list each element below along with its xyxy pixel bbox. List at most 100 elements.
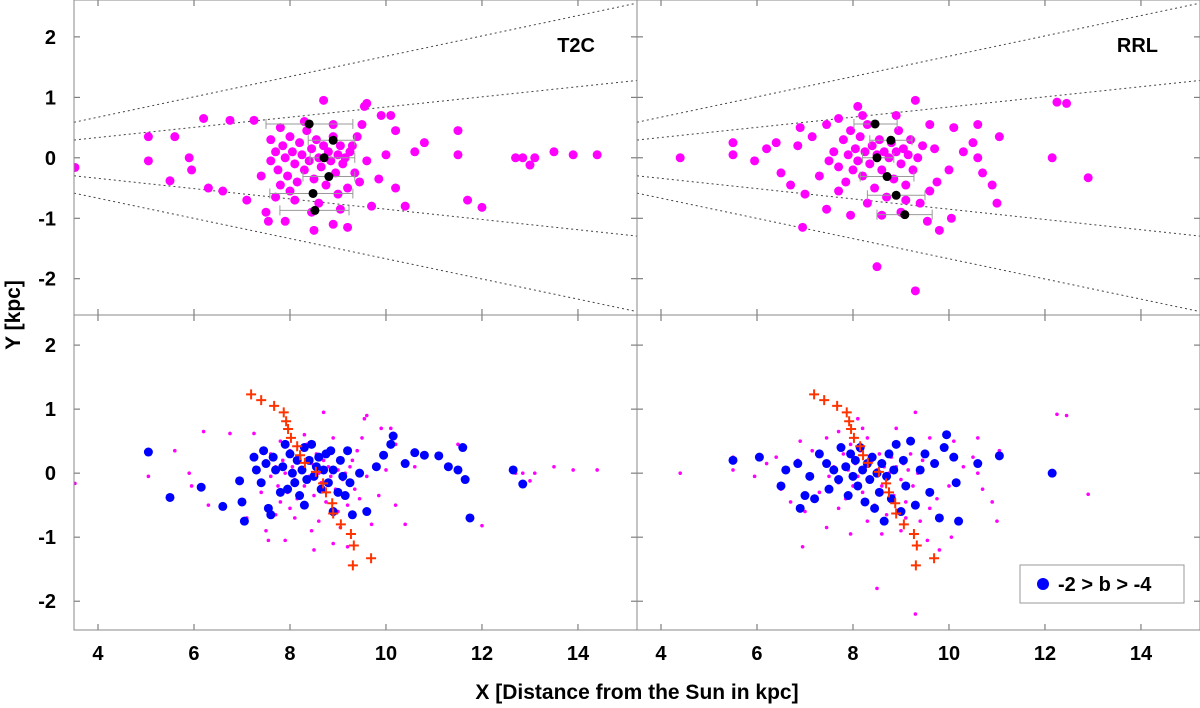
star-point <box>453 150 463 160</box>
low-latitude-point <box>388 431 398 441</box>
star-point <box>925 120 935 130</box>
star-point-small <box>278 439 283 443</box>
low-latitude-point <box>934 513 944 523</box>
star-point <box>376 110 386 120</box>
low-latitude-point <box>371 462 381 472</box>
star-point-small <box>1086 492 1090 497</box>
low-latitude-point <box>954 516 964 526</box>
low-latitude-point <box>410 448 420 458</box>
star-point <box>326 156 336 166</box>
star-point <box>862 198 872 208</box>
star-point-small <box>865 519 870 523</box>
star-point-small <box>855 416 860 421</box>
star-point <box>853 156 863 166</box>
low-latitude-point <box>858 465 868 475</box>
star-point <box>343 183 353 193</box>
bar-model-cross <box>855 441 866 452</box>
low-latitude-point <box>754 452 764 462</box>
low-latitude-point <box>285 449 295 459</box>
bar-model-cross <box>328 508 339 519</box>
star-point-small <box>836 429 841 434</box>
star-point <box>367 201 377 211</box>
star-point <box>913 153 923 163</box>
low-latitude-point <box>877 459 887 469</box>
star-point <box>309 225 319 235</box>
low-latitude-point <box>235 476 245 486</box>
low-latitude-point <box>879 516 889 526</box>
low-latitude-point <box>910 500 920 510</box>
star-point <box>335 141 345 151</box>
star-point <box>870 183 880 193</box>
star-point <box>266 156 276 166</box>
top-panel-rrl <box>637 0 1200 315</box>
star-point <box>925 186 935 196</box>
bar-model-cross <box>873 466 884 477</box>
x-tick-label: 10 <box>375 643 397 665</box>
bar-model-cross <box>327 498 338 509</box>
star-point-small <box>908 452 913 456</box>
star-point <box>143 132 153 142</box>
star-point <box>973 153 983 163</box>
star-point <box>910 286 920 296</box>
star-point <box>345 147 355 157</box>
x-tick-label: 12 <box>1034 643 1056 665</box>
star-point-small <box>817 490 822 495</box>
star-point-small <box>800 544 805 549</box>
star-point <box>834 162 844 172</box>
star-point-small <box>520 471 525 475</box>
star-point-small <box>678 471 682 475</box>
bar-model-cross <box>310 466 321 477</box>
binned-mean-point <box>319 153 329 163</box>
low-latitude-point <box>882 471 892 481</box>
low-latitude-point <box>343 446 353 456</box>
star-point <box>266 135 276 145</box>
panel-frame <box>73 0 638 316</box>
star-point <box>968 138 978 148</box>
star-point <box>915 198 925 208</box>
star-point <box>391 126 401 136</box>
low-latitude-point <box>951 478 961 488</box>
star-point <box>261 207 271 217</box>
star-point <box>834 114 844 124</box>
bar-model-cross <box>846 423 857 434</box>
star-point-small <box>187 471 191 475</box>
bar-model-cross <box>320 487 331 498</box>
star-point <box>410 147 420 157</box>
star-point-small <box>752 474 757 479</box>
binned-mean-point <box>891 190 901 200</box>
star-point <box>891 110 901 120</box>
bottom-panel-rrl <box>637 315 1200 630</box>
low-latitude-point <box>465 513 475 523</box>
star-point-small <box>995 519 999 523</box>
low-latitude-point <box>311 462 321 472</box>
binned-mean-point <box>882 172 892 182</box>
star-point <box>453 126 463 136</box>
bar-model-cross <box>881 478 892 489</box>
star-point-small <box>350 458 355 463</box>
x-tick-label: 10 <box>938 643 960 665</box>
star-point <box>858 171 868 181</box>
star-point <box>359 101 369 111</box>
star-point <box>846 126 856 136</box>
star-point-small <box>920 458 925 463</box>
low-latitude-point <box>319 465 329 475</box>
star-point <box>824 156 834 166</box>
low-latitude-point <box>326 446 336 456</box>
star-point-small <box>980 487 985 491</box>
star-point-small <box>290 464 295 469</box>
top-panel-t2c <box>74 0 637 315</box>
low-latitude-point <box>453 465 463 475</box>
star-point <box>978 168 988 178</box>
bar-model-cross <box>345 528 356 539</box>
y-tick-label: -2 <box>38 591 56 613</box>
star-point <box>273 165 283 175</box>
low-latitude-point <box>335 455 345 465</box>
low-latitude-point <box>400 459 410 469</box>
bar-model-cross <box>848 432 859 443</box>
star-point <box>290 195 300 205</box>
star-point <box>355 177 365 187</box>
star-point-small <box>456 442 460 447</box>
low-latitude-point <box>834 475 844 485</box>
bar-model-cross <box>283 423 294 434</box>
star-point <box>297 150 307 160</box>
